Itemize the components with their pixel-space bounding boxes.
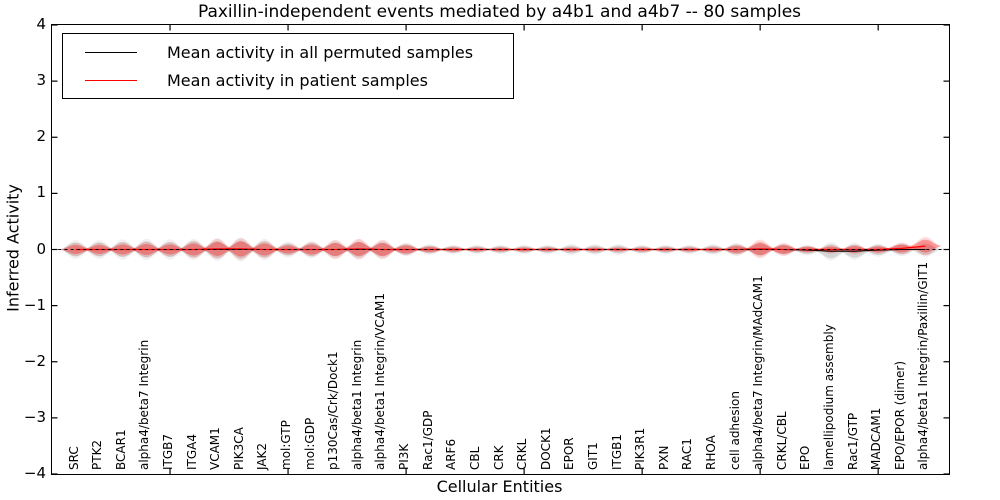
x-tick-label: SRC [66, 446, 81, 470]
x-tick-label: ARF6 [444, 438, 459, 470]
x-tick-label: PI3K [397, 443, 412, 470]
x-tick-label: PTK2 [90, 439, 105, 470]
x-tick-label: alpha4/beta1 Integrin/VCAM1 [373, 293, 388, 470]
violin [59, 242, 93, 257]
x-tick-label: PIK3CA [231, 427, 246, 470]
x-tick-label: ITGB7 [161, 433, 176, 470]
x-tick-label: alpha4/beta1 Integrin [349, 339, 364, 470]
y-tick-label: −3 [23, 407, 46, 426]
y-tick-label: −1 [23, 295, 46, 314]
x-tick-label: EPO [798, 445, 813, 470]
legend-line-sample-permuted [85, 51, 137, 53]
x-tick-label: mol:GDP [302, 417, 317, 470]
violin [59, 245, 93, 254]
x-tick-label: ITGA4 [184, 433, 199, 470]
legend-item-patient: Mean activity in patient samples [63, 71, 513, 90]
y-tick-label: 3 [36, 71, 46, 90]
x-tick-label: VCAM1 [208, 427, 223, 470]
y-tick-label: 1 [36, 183, 46, 202]
x-tick-label: CBL [467, 446, 482, 470]
y-tick-label: 4 [36, 15, 46, 33]
x-tick-label: JAK2 [255, 442, 270, 470]
violin-chart-canvas [52, 25, 949, 474]
x-tick-label: GIT1 [585, 442, 600, 470]
legend-item-permuted: Mean activity in all permuted samples [63, 43, 513, 62]
x-tick-label: alpha4/beta1 Integrin/Paxillin/GIT1 [916, 261, 931, 470]
y-tick-label: −2 [23, 351, 46, 370]
x-tick-label: DOCK1 [538, 427, 553, 470]
x-axis-label: Cellular Entities [436, 477, 563, 496]
x-tick-label: RAC1 [680, 438, 695, 470]
x-tick-label: EPO/EPOR (dimer) [892, 360, 907, 470]
legend-label-permuted: Mean activity in all permuted samples [167, 42, 474, 62]
x-tick-label: RHOA [703, 435, 718, 470]
violin-halo [59, 240, 93, 259]
x-tick-label: alpha4/beta7 Integrin/MAdCAM1 [751, 275, 766, 470]
x-tick-label: PIK3R1 [633, 427, 648, 470]
x-tick-label: MADCAM1 [869, 407, 884, 470]
legend-line-sample-patient [85, 79, 137, 81]
x-tick-label: mol:GTP [279, 420, 294, 470]
chart-title: Paxillin-independent events mediated by … [197, 2, 802, 22]
x-tick-label: EPOR [562, 437, 577, 470]
x-tick-label: ITGB1 [609, 433, 624, 470]
x-tick-label: CRKL [515, 438, 530, 470]
x-tick-label: alpha4/beta7 Integrin [137, 339, 152, 470]
legend-label-patient: Mean activity in patient samples [167, 70, 428, 90]
plot-area [51, 24, 950, 475]
x-tick-label: lamellipodium assembly [821, 324, 836, 470]
x-tick-label: Rac1/GDP [420, 410, 435, 470]
y-tick-label: 0 [36, 239, 46, 258]
legend: Mean activity in all permuted samples Me… [62, 33, 514, 99]
y-tick-label: 2 [36, 127, 46, 146]
x-tick-label: Rac1/GTP [845, 412, 860, 470]
x-tick-label: PXN [656, 445, 671, 470]
y-tick-label: −4 [23, 464, 46, 482]
x-tick-label: cell adhesion [727, 391, 742, 470]
x-tick-label: CRK [491, 445, 506, 470]
x-tick-label: CRKL/CBL [774, 411, 789, 470]
x-tick-label: p130Cas/Crk/Dock1 [326, 351, 341, 470]
violin-halo [59, 243, 93, 256]
x-tick-label: BCAR1 [113, 429, 128, 470]
